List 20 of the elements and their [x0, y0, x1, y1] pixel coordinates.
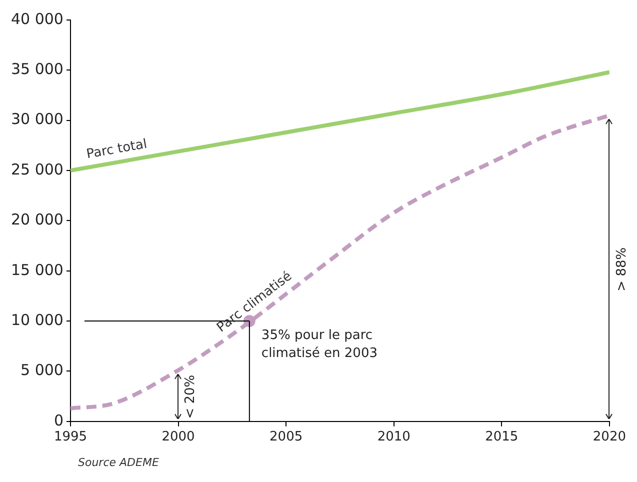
x-tick-label: 2005 — [270, 430, 303, 445]
y-tick-label: 20 000 — [10, 210, 64, 229]
y-tick-label: 10 000 — [10, 310, 64, 329]
x-tick-label: 2010 — [377, 430, 410, 445]
y-tick-label: 30 000 — [10, 110, 64, 128]
x-tick-label: 2000 — [162, 430, 195, 445]
y-tick-label: 40 000 — [10, 10, 64, 28]
y-tick-label: 15 000 — [10, 260, 64, 279]
text: > 88% — [614, 247, 630, 292]
source-note: Source ADEME — [78, 456, 160, 469]
text: Parc total — [85, 136, 148, 162]
x-tick-label: 2015 — [485, 430, 518, 445]
x-tick-label: 2020 — [592, 430, 626, 445]
annotation: < 20% — [183, 374, 198, 419]
y-tick-label: 0 — [54, 411, 64, 430]
annotation: 35% pour le parc climatisé en 2003 — [261, 328, 378, 361]
y-tick-label: 35 000 — [10, 60, 64, 78]
y-tick-label: 5 000 — [20, 361, 64, 380]
x-tick-label: 1995 — [54, 430, 88, 445]
y-tick-label: 25 000 — [10, 160, 64, 178]
